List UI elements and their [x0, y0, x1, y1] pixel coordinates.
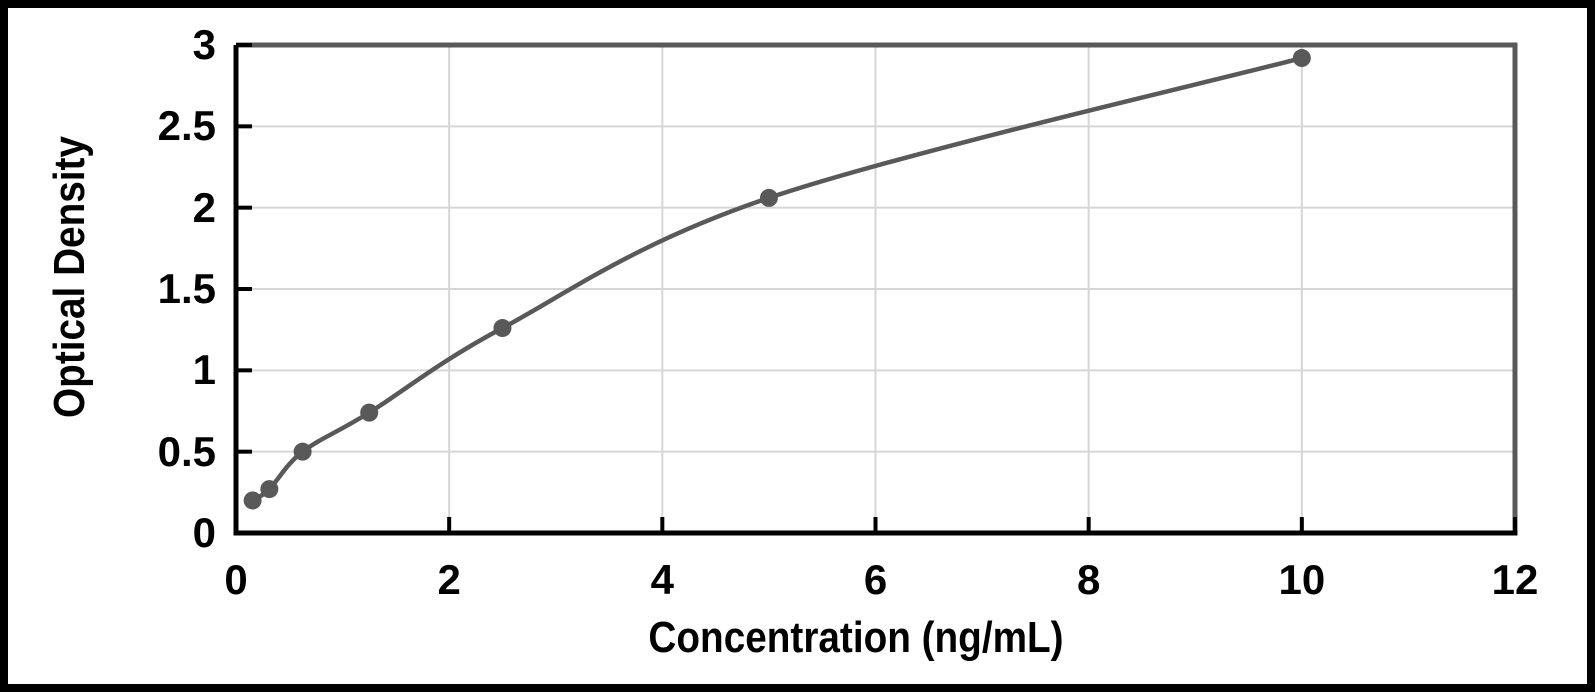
data-point-marker	[243, 491, 262, 510]
data-point-marker	[360, 403, 379, 422]
plot-area	[233, 42, 1518, 536]
x-tick-label: 12	[1491, 556, 1539, 603]
y-tick-label: 2	[192, 183, 216, 231]
data-point-marker	[1292, 49, 1311, 68]
x-axis-title: Concentration (ng/mL)	[647, 613, 1064, 662]
x-tick-label: 4	[650, 556, 675, 603]
data-point-marker	[293, 442, 312, 461]
data-point-marker	[260, 480, 279, 499]
y-tick-label: 3	[192, 21, 216, 68]
y-tick-label: 2.5	[157, 102, 216, 150]
x-tick-label: 6	[863, 556, 888, 603]
x-tick-label: 2	[437, 556, 461, 603]
x-tick-label: 8	[1076, 556, 1101, 603]
x-tick-label: 10	[1278, 556, 1326, 603]
y-tick-label: 0	[192, 509, 216, 556]
y-tick-label: 1.5	[157, 265, 216, 312]
y-tick-label: 0.5	[157, 427, 216, 475]
data-point-marker	[493, 319, 512, 338]
x-tick-label: 0	[224, 556, 248, 603]
y-tick-label: 1	[192, 346, 216, 394]
y-axis-title: Optical Density	[45, 136, 94, 418]
data-point-marker	[759, 188, 778, 207]
standard-curve-line	[250, 55, 1305, 503]
